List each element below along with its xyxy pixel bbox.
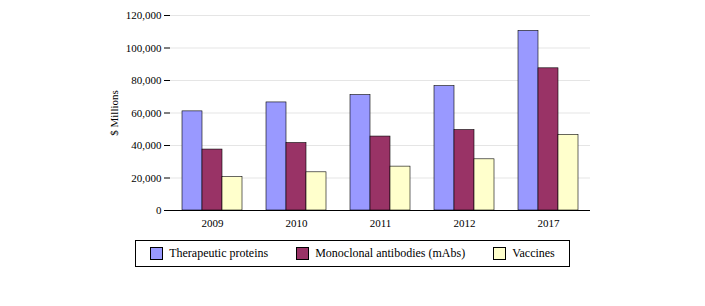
svg-text:2012: 2012	[454, 217, 476, 229]
svg-text:2011: 2011	[370, 217, 392, 229]
html-text:Monoclonal antibodies (mAbs): Monoclonal antibodies (mAbs)	[315, 246, 466, 260]
svg-text:$ Millions: $ Millions	[108, 90, 120, 136]
svg-text:40,000: 40,000	[131, 139, 162, 151]
svg-text:80,000: 80,000	[131, 74, 162, 86]
html-text:Therapeutic proteins: Therapeutic proteins	[169, 246, 269, 260]
svg-text:100,000: 100,000	[126, 42, 162, 54]
svg-text:0: 0	[156, 204, 162, 216]
svg-text:120,000: 120,000	[126, 9, 162, 21]
svg-text:2009: 2009	[202, 217, 225, 229]
svg-text:20,000: 20,000	[131, 172, 162, 184]
html-text:Vaccines: Vaccines	[512, 246, 555, 260]
svg-text:60,000: 60,000	[131, 107, 162, 119]
svg-text:2017: 2017	[538, 217, 561, 229]
svg-text:2010: 2010	[286, 217, 309, 229]
